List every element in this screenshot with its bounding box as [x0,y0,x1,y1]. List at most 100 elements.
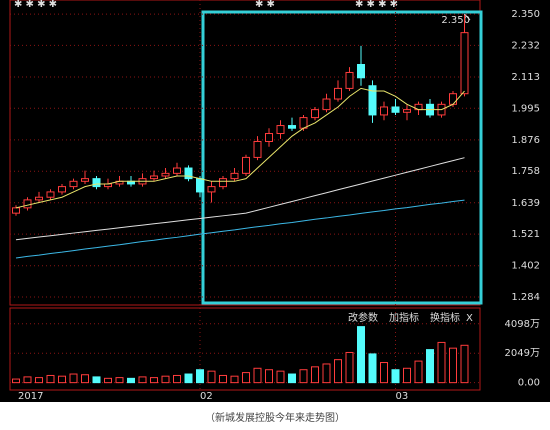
volume-bar [460,344,469,384]
candle-body [12,207,20,214]
y-tick-label: 4098万 [505,319,540,330]
candle-body [449,93,457,105]
volume-bar [207,370,216,384]
volume-bar [437,341,446,384]
volume-bar [449,347,457,384]
candle-body [58,186,66,193]
moving-average [15,199,465,259]
volume-bar [58,375,66,384]
candle-body [150,175,158,180]
candle-body [23,199,32,209]
volume-bar [426,349,434,384]
candle-body [242,156,250,174]
candle-body [380,106,388,116]
volume-bar [299,369,308,384]
caption: （新城发展控股今年来走势图） [205,411,345,424]
toolbar-button[interactable]: 改参数 [348,311,378,324]
toolbar-button[interactable]: 换指标 [430,311,460,324]
candle-body [161,172,170,177]
candle-body [311,109,319,119]
volume-bar [334,359,342,384]
marker: ✱ ✱ ✱ ✱ [355,0,398,10]
candle-body [265,133,273,142]
y-tick-label: 2.350 [511,9,540,20]
candle-body [253,140,262,158]
y-tick-label: 1.284 [511,292,540,303]
volume-bar [219,374,227,384]
candle-body [334,87,342,100]
volume-bar [414,360,423,384]
y-tick-label: 2049万 [505,348,540,359]
y-tick-label: 1.876 [511,135,540,146]
highlight-box [201,10,483,305]
volume-bar [161,375,170,384]
y-tick-label: 1.758 [511,166,540,177]
volume-bar [184,373,193,384]
candle-body [460,32,469,95]
marker: ✱ ✱ [255,0,275,10]
volume-bar [403,367,411,384]
candle-body [92,178,101,188]
candle-body [276,125,285,135]
candle-body [69,180,78,188]
volume-bar [150,377,158,384]
marker: ✱ ✱ ✱ ✱ [14,0,57,10]
y-tick-label: 2.113 [511,72,540,83]
y-tick-label: 1.995 [511,103,540,114]
volume-bar [127,377,135,384]
volume-bar [104,377,112,384]
annotation: 2.350 [441,15,470,26]
y-tick-label: 1.402 [511,261,540,272]
candle-body [184,167,193,180]
moving-average [15,87,465,209]
volume-bar [196,369,204,384]
candle-body [230,172,239,180]
moving-average [15,157,465,241]
y-tick-label: 0.00 [518,378,540,389]
candle-body [322,98,331,111]
volume-bar [69,373,78,384]
volume-bar [23,376,32,384]
volume-bar [81,374,89,384]
x-tick-label: 02 [200,391,213,402]
candle-body [35,196,43,201]
volume-bar [345,351,354,384]
candle-body [391,106,400,113]
volume-bar [115,377,124,384]
x-tick-label: 03 [396,391,409,402]
candle-body [368,85,377,116]
volume-bar [138,376,147,384]
toolbar-button[interactable]: 加指标 [389,311,419,324]
volume-bar [322,363,331,384]
volume-bar [288,373,296,384]
volume-bar [357,326,365,384]
candle-body [219,178,227,188]
candle-body [46,191,55,198]
volume-bar [380,362,388,384]
volume-bar [368,353,377,384]
y-tick-label: 1.521 [511,229,540,240]
volume-bar [253,367,262,384]
candle-body [345,71,354,89]
top-markers: ✱ ✱ ✱ ✱ ✱ ✱ ✱ ✱ ✱ ✱ [14,0,398,10]
volume-bar [242,372,250,384]
candle-body [288,125,296,129]
candle-body [173,167,181,174]
annotation-leader [464,13,471,21]
volume-bar [46,374,55,384]
volume-bar [35,377,43,384]
candle-body [357,64,365,79]
candle-body [207,186,216,193]
volume-bar [12,378,20,384]
volume-bar [92,376,101,384]
candle-body [196,178,204,193]
y-tick-label: 2.232 [511,40,540,51]
volume-bar [230,375,239,384]
volume-bar [276,370,285,384]
toolbar-button[interactable]: X [466,313,473,324]
volume-bar [391,369,400,384]
y-tick-label: 1.639 [511,198,540,209]
candle-body [81,178,89,182]
